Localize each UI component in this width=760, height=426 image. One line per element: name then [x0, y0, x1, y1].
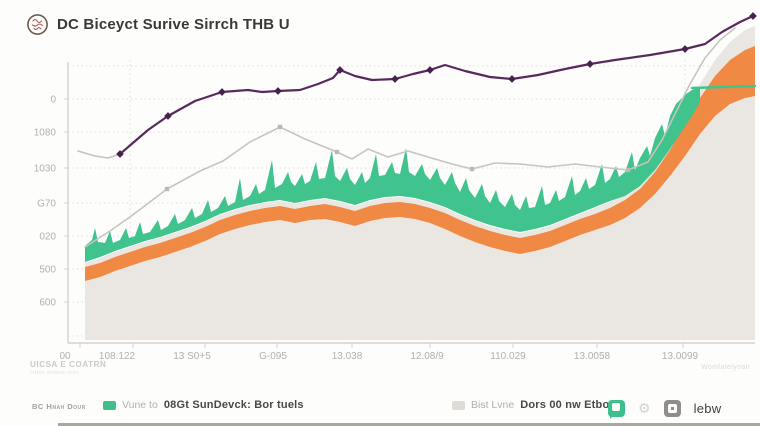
x-tick-label: G-095 — [259, 351, 287, 362]
legend-swatch-green — [103, 400, 116, 410]
backdrop-area — [85, 26, 755, 340]
x-tick-label: 13 S0+5 — [173, 351, 211, 362]
chat-icon[interactable] — [608, 399, 625, 419]
purple-line-marker — [391, 75, 399, 83]
gray-line-marker — [164, 186, 170, 192]
y-tick-label: 0 — [50, 95, 56, 106]
fine-print: UICSA E COATRN crtton wndsan bmn — [30, 360, 106, 376]
fine-print-line2: crtton wndsan bmn — [30, 370, 80, 376]
window-bottom-edge — [58, 423, 760, 426]
x-tick-label: 13.0099 — [662, 351, 699, 362]
gray-line — [84, 27, 736, 248]
y-tick-label: 1080 — [34, 128, 57, 139]
chart-svg: 0 1080 1030 G70 020 500 600 00 108.122 13 S0+5 G-0… — [34, 12, 757, 362]
purple-line-marker — [116, 150, 124, 158]
purple-line-marker — [586, 60, 594, 68]
gray-line-marker — [277, 124, 283, 130]
legend-item-green-prefix: Vune to — [122, 399, 158, 411]
chart-area: 0 1080 1030 G70 020 500 600 00 108.122 13 S0+5 G-0… — [34, 12, 757, 362]
y-tick-label: 500 — [39, 265, 56, 276]
legend-item-gray[interactable]: Bist Lvne Dors 00 nw Etbod — [452, 399, 616, 411]
orange-band — [85, 46, 755, 281]
gray-line-marker — [469, 166, 475, 172]
fine-print-line1: UICSA E COATRN — [30, 360, 107, 369]
y-tick-label: 1030 — [34, 164, 57, 175]
purple-line-marker — [426, 66, 434, 74]
purple-lead-line — [77, 150, 121, 159]
purple-line-marker — [681, 45, 689, 53]
green-band — [85, 87, 700, 262]
gray-line-marker — [334, 149, 340, 155]
actions-label: lebw — [693, 400, 722, 416]
x-tick-label: 13.0058 — [574, 351, 611, 362]
legend-caption: BC Hnah Dour — [32, 402, 86, 411]
purple-line — [118, 14, 755, 156]
purple-line-marker — [749, 12, 757, 20]
gray-line-marker — [625, 167, 631, 173]
x-tick-label: 13.038 — [332, 351, 363, 362]
legend-item-green[interactable]: Vune to 08Gt SunDevck: Bor tuels — [103, 399, 304, 411]
legend-item-green-label: 08Gt SunDevck: Bor tuels — [163, 399, 304, 411]
legend-swatch-gray — [452, 400, 465, 410]
purple-line-marker — [274, 87, 282, 95]
x-tick-label: 00 — [59, 351, 71, 362]
seal-icon — [27, 14, 48, 35]
x-tick-label: 108.122 — [99, 351, 136, 362]
y-tick-label: 600 — [39, 298, 56, 309]
footer-actions: ⚙ lebw — [608, 397, 722, 419]
green-cap-line — [690, 84, 757, 90]
x-tick-label: 110.029 — [490, 351, 526, 362]
watermark: Womlatelyoan — [700, 364, 750, 371]
y-tick-label: G70 — [37, 199, 56, 210]
x-tick-label: 12.08/9 — [410, 351, 444, 362]
screen-icon[interactable] — [663, 399, 681, 417]
purple-line-marker — [218, 88, 226, 96]
legend-item-gray-label: Dors 00 nw Etbod — [520, 399, 617, 411]
gear-icon[interactable]: ⚙ — [638, 400, 651, 416]
legend-row: BC Hnah Dour Vune to 08Gt SunDevck: Bor … — [0, 397, 760, 419]
page-title: DC Biceyct Surive Sirrch THB U — [57, 16, 290, 33]
header: DC Biceyct Surive Sirrch THB U — [26, 13, 290, 36]
purple-line-marker — [508, 75, 516, 83]
legend-item-gray-prefix: Bist Lvne — [471, 399, 515, 411]
y-tick-label: 020 — [39, 232, 56, 243]
